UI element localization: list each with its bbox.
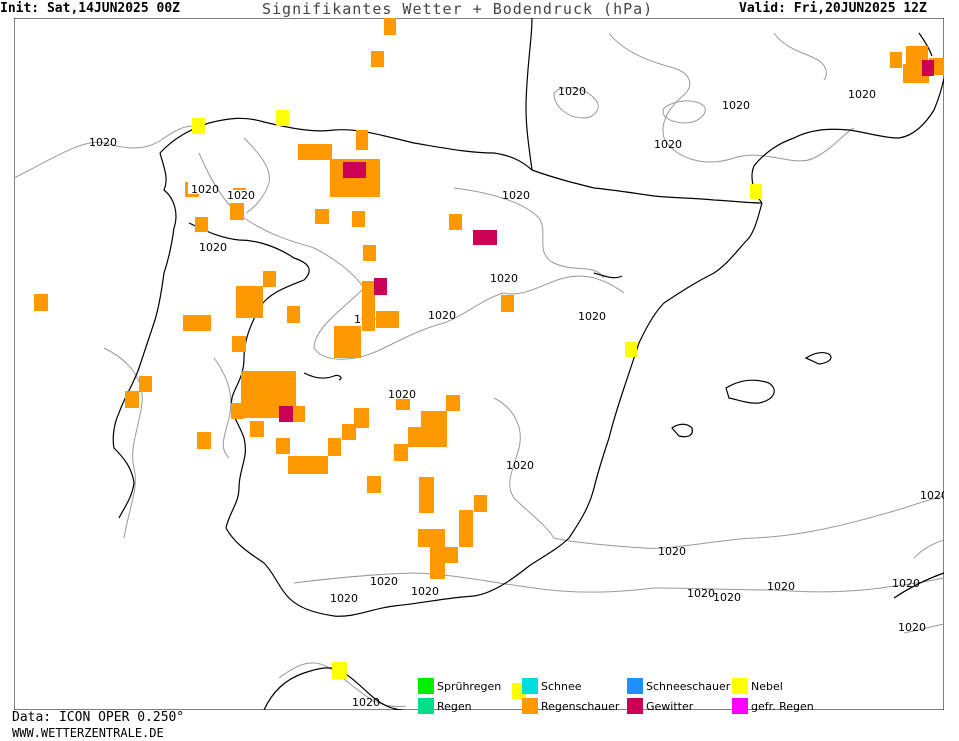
fog-cells bbox=[192, 110, 762, 699]
legend-swatch bbox=[627, 698, 643, 714]
isobars bbox=[14, 32, 944, 708]
isobar-label: 1020 bbox=[199, 241, 227, 254]
coastline bbox=[112, 18, 944, 710]
isobar-label: 1020 bbox=[898, 621, 926, 634]
isobar-label: 1020 bbox=[506, 459, 534, 472]
isobar-label: 1020 bbox=[411, 585, 439, 598]
legend-item: Schnee bbox=[522, 678, 582, 694]
legend-item: Regen bbox=[418, 698, 472, 714]
legend-swatch bbox=[522, 678, 538, 694]
isobar-label: 1020 bbox=[428, 309, 456, 322]
init-time: Init: Sat,14JUN2025 00Z bbox=[0, 1, 181, 16]
legend-label: Nebel bbox=[751, 679, 783, 693]
isobar-label: 1020 bbox=[767, 580, 795, 593]
isobar-label: 1020 bbox=[658, 545, 686, 558]
legend-swatch bbox=[627, 678, 643, 694]
legend-label: Schneeschauer bbox=[646, 679, 731, 693]
isobar-label: 1020 bbox=[920, 489, 944, 502]
legend-swatch bbox=[732, 678, 748, 694]
isobar-label: 1020 bbox=[722, 99, 750, 112]
weather-map: 1020 1020 1020 1020 1020 1020 1020 1020 … bbox=[14, 18, 944, 710]
data-source: Data: ICON OPER 0.250° bbox=[12, 710, 185, 725]
legend-label: Schnee bbox=[541, 679, 582, 693]
isobar-label: 1020 bbox=[388, 388, 416, 401]
legend-swatch bbox=[522, 698, 538, 714]
legend: Sprühregen Schnee Schneeschauer Nebel Re… bbox=[418, 678, 818, 718]
isobar-label: 1020 bbox=[502, 189, 530, 202]
map-frame bbox=[14, 18, 944, 710]
map-title: Signifikantes Wetter + Bodendruck (hPa) bbox=[262, 0, 654, 18]
showers-cells bbox=[34, 18, 944, 579]
isobar-label: 1020 bbox=[191, 183, 219, 196]
legend-label: Regenschauer bbox=[541, 699, 620, 713]
legend-label: Regen bbox=[437, 699, 472, 713]
legend-label: gefr. Regen bbox=[751, 699, 814, 713]
thunderstorm-cells bbox=[279, 60, 934, 422]
website-credit: WWW.WETTERZENTRALE.DE bbox=[12, 726, 164, 740]
isobar-label: 1020 bbox=[654, 138, 682, 151]
legend-item: Regenschauer bbox=[522, 698, 619, 714]
legend-item: Nebel bbox=[732, 678, 783, 694]
isobar-label: 1020 bbox=[687, 587, 715, 600]
legend-item: Gewitter bbox=[627, 698, 693, 714]
isobar-label: 1020 bbox=[490, 272, 518, 285]
legend-label: Sprühregen bbox=[437, 679, 502, 693]
legend-label: Gewitter bbox=[646, 699, 694, 713]
legend-item: gefr. Regen bbox=[732, 698, 814, 714]
isobar-label: 1020 bbox=[227, 189, 255, 202]
legend-item: Schneeschauer bbox=[627, 678, 730, 694]
isobar-label: 1020 bbox=[352, 696, 380, 709]
isobar-label: 1020 bbox=[848, 88, 876, 101]
legend-swatch bbox=[732, 698, 748, 714]
isobar-label: 1020 bbox=[330, 592, 358, 605]
isobar-label: 1020 bbox=[713, 591, 741, 604]
isobar-label: 1020 bbox=[558, 85, 586, 98]
valid-time: Valid: Fri,20JUN2025 12Z bbox=[739, 1, 927, 16]
isobar-label: 1020 bbox=[370, 575, 398, 588]
isobar-label: 1020 bbox=[892, 577, 920, 590]
legend-swatch bbox=[418, 678, 434, 694]
legend-swatch bbox=[418, 698, 434, 714]
isobar-label: 1020 bbox=[89, 136, 117, 149]
isobar-label: 1020 bbox=[578, 310, 606, 323]
legend-item: Sprühregen bbox=[418, 678, 501, 694]
